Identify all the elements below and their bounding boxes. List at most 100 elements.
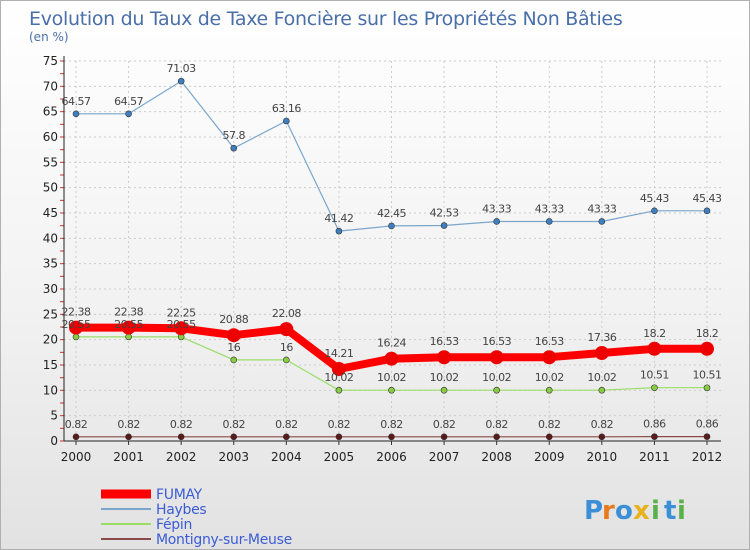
x-tick-label: 2009 [534,450,565,464]
data-label: 22.38 [114,306,143,319]
y-tick-label: 55 [43,155,58,169]
data-label: 71.03 [167,62,196,75]
y-tick-label: 50 [43,181,58,195]
data-point [598,433,606,441]
data-labels: 22.38 22.38 22.25 20.88 22.08 14.21 16.24 16.53… [62,62,723,431]
data-label: 10.02 [324,371,353,384]
data-point [598,386,606,394]
data-label: 10.02 [535,371,564,384]
y-tick-label: 40 [43,231,58,245]
data-label: 0.82 [328,418,351,431]
x-tick-label: 2010 [587,450,618,464]
data-point [440,222,448,229]
data-point [335,433,343,441]
logo-letter: o [615,496,633,526]
data-point [174,321,189,336]
logo-letter: i [651,496,660,526]
data-point [388,433,395,441]
x-tick-label: 2006 [376,450,407,464]
data-label: 20.55 [114,318,143,331]
data-label: 0.86 [643,418,666,431]
data-point [703,384,711,392]
y-tick-label: 70 [43,79,58,93]
data-point [283,433,290,441]
data-point [594,346,609,361]
x-tick-label: 2007 [429,450,460,464]
data-label: 18.2 [643,327,666,340]
x-tick-label: 2004 [271,450,302,464]
chart-title: Evolution du Taux de Taxe Foncière sur l… [29,8,622,30]
data-point [388,386,395,394]
data-point [388,222,395,230]
data-point [440,433,448,441]
data-point [651,207,658,215]
data-label: 10.02 [587,371,616,384]
data-label: 64.57 [114,95,143,108]
data-point [384,351,399,366]
data-point [703,433,711,440]
grid-lines [64,60,721,442]
x-tick-label: 2008 [481,450,512,464]
data-point [440,386,448,394]
data-label: 42.45 [377,207,406,220]
data-label: 16.24 [377,337,406,350]
proxiti-logo: Pr o x i t i [584,496,686,526]
data-label: 17.36 [587,331,616,344]
data-point [125,433,132,441]
data-label: 0.82 [433,418,456,431]
data-point [226,328,241,343]
data-point [72,433,80,441]
data-label: 20.88 [219,313,248,326]
data-label: 10.02 [377,371,406,384]
y-tick-label: 0 [50,434,58,448]
data-label: 16.53 [535,335,564,348]
data-point [703,207,711,215]
data-label: 0.82 [170,418,193,431]
data-label: 43.33 [587,202,616,215]
data-point [598,218,606,225]
data-label: 0.82 [538,418,561,431]
data-label: 45.43 [640,192,669,205]
data-point [545,386,553,394]
data-point [230,356,238,364]
data-point [493,218,500,225]
data-label: 57.8 [223,129,246,142]
data-label: 45.43 [693,192,722,205]
y-tick-label: 20 [43,333,58,347]
x-tick-label: 2001 [113,450,144,464]
data-label: 0.82 [275,418,298,431]
y-tick-label: 30 [43,282,58,296]
data-point [72,333,80,341]
data-point [125,110,132,118]
x-tick-label: 2002 [166,450,197,464]
data-point [121,320,136,335]
legend-label: FUMAY [156,487,203,503]
data-label: 10.02 [482,371,511,384]
data-label: 16 [280,341,293,354]
data-point [700,341,714,356]
logo-letter: t [664,496,676,526]
data-label: 10.51 [693,369,722,382]
chart-subtitle: (en %) [29,30,69,44]
data-point [177,433,185,441]
y-tick-label: 65 [43,105,58,119]
data-label: 22.38 [62,306,91,319]
data-point [335,386,343,394]
data-point [177,77,185,85]
data-point [651,433,658,440]
y-tick-label: 35 [43,257,58,271]
data-label: 43.33 [535,202,564,215]
series-layer [69,77,714,441]
data-point [493,433,500,441]
data-label: 63.16 [272,102,301,115]
y-tick-label: 60 [43,130,58,144]
data-label: 20.55 [167,318,196,331]
y-tick-label: 25 [43,307,58,321]
data-label: 0.82 [223,418,246,431]
x-tick-label: 2003 [218,450,249,464]
x-tick-label: 2011 [639,450,670,464]
logo-letter: r [602,496,615,526]
